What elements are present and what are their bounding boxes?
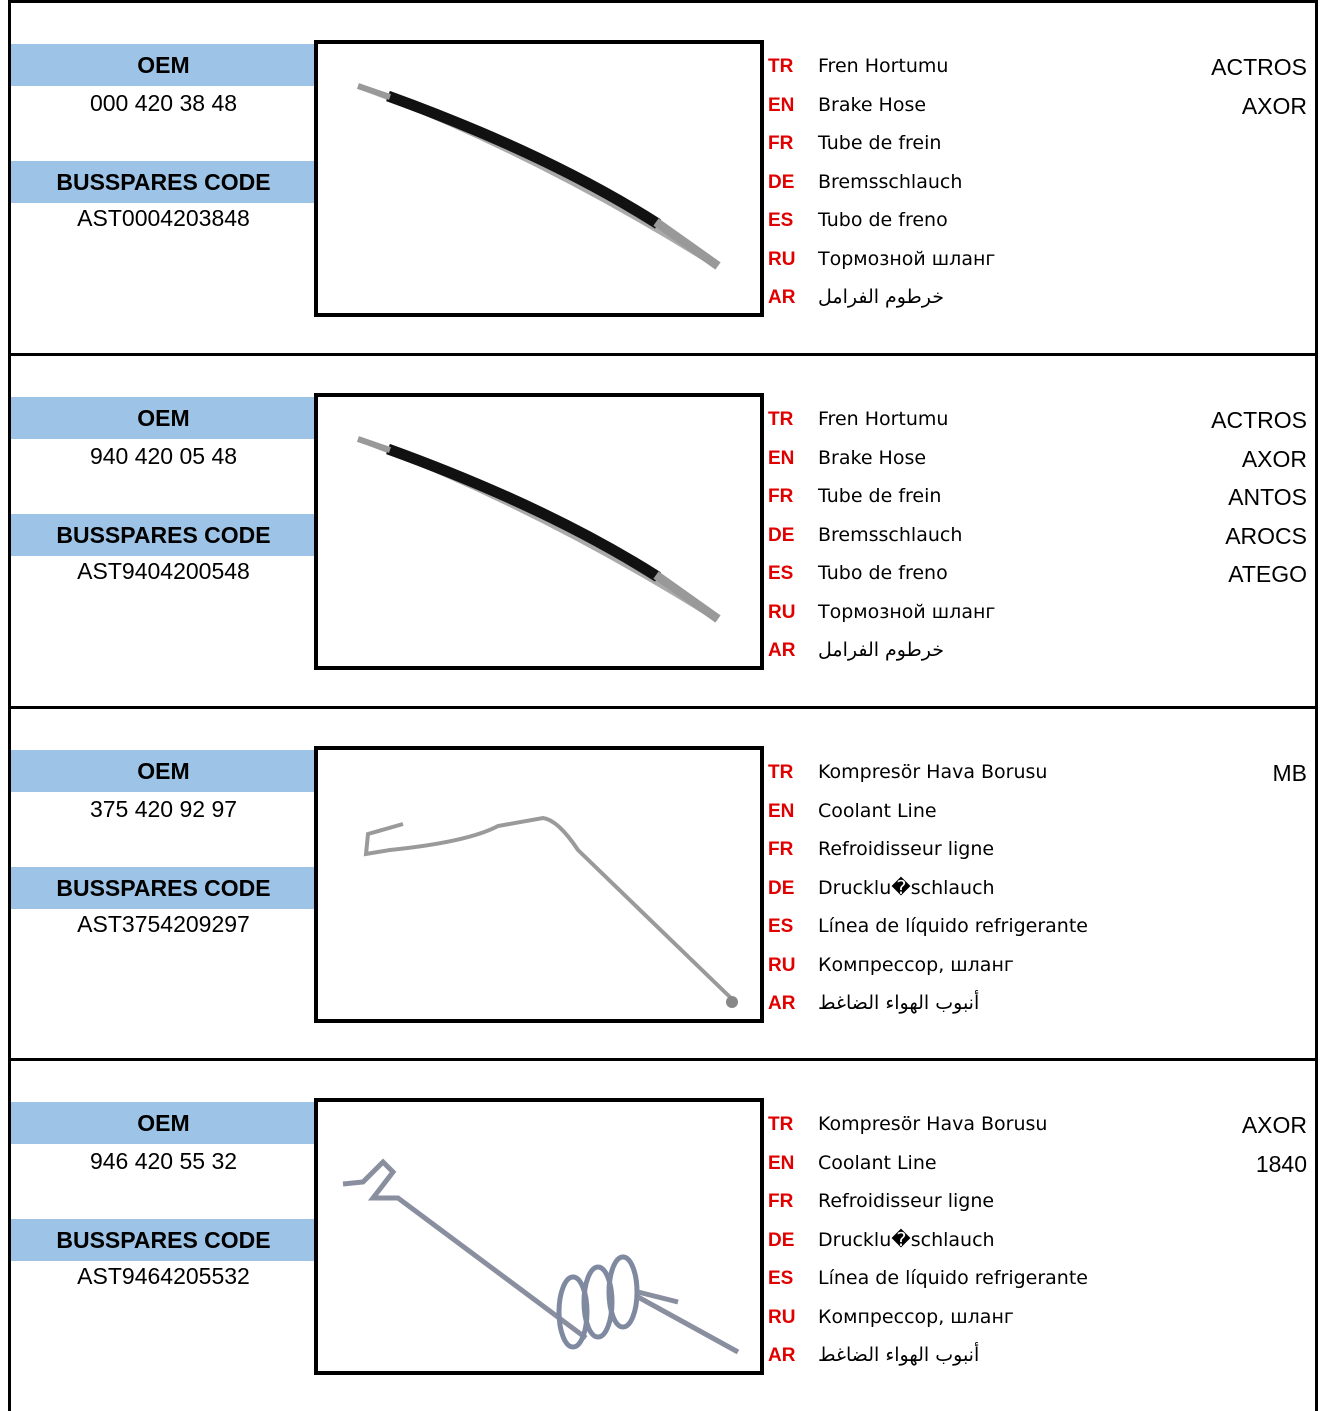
- part-image: [357, 436, 721, 623]
- part-name: Tubo de freno: [818, 209, 948, 231]
- language-code: TR: [768, 56, 794, 77]
- part-name: Тормозной шланг: [818, 600, 996, 623]
- oem-number: 375 420 92 97: [89, 796, 238, 822]
- part-name: Tube de frein: [818, 485, 942, 507]
- row-separator: [8, 1058, 1318, 1061]
- language-code: EN: [768, 1152, 795, 1174]
- oem-label: OEM: [11, 1102, 316, 1144]
- busspares-code: AST3754209297: [77, 911, 250, 937]
- language-code: TR: [768, 409, 794, 430]
- part-name: خرطوم الفرامل: [818, 286, 944, 308]
- image-frame: [314, 1098, 764, 1375]
- part-name: أنبوب الهواء الضاغط: [818, 1344, 980, 1366]
- part-name: Coolant Line: [818, 1151, 937, 1174]
- part-name: Bremsschlauch: [818, 523, 963, 546]
- model: AXOR: [1241, 1112, 1307, 1138]
- model: AXOR: [1241, 92, 1307, 119]
- language-code: AR: [768, 993, 796, 1014]
- language-code: DE: [768, 171, 795, 193]
- part-name: أنبوب الهواء الضاغط: [818, 992, 980, 1014]
- oem-number: 940 420 05 48: [89, 443, 238, 469]
- part-name: Coolant Line: [818, 799, 937, 822]
- language-code: RU: [768, 1306, 796, 1328]
- language-code: RU: [768, 954, 796, 976]
- language-code: FR: [768, 1191, 794, 1212]
- language-code: DE: [768, 877, 795, 899]
- part-image: [357, 83, 721, 270]
- language-code: AR: [768, 287, 796, 308]
- part-name: Tube de frein: [818, 132, 942, 154]
- language-code: RU: [768, 601, 796, 623]
- part-name: Refroidisseur ligne: [818, 838, 995, 860]
- oem-label: OEM: [11, 750, 316, 792]
- language-code: DE: [768, 1229, 795, 1251]
- oem-number: 000 420 38 48: [89, 90, 238, 116]
- model: MB: [1272, 760, 1308, 786]
- part-name: Tubo de freno: [818, 562, 948, 584]
- row-separator: [8, 353, 1318, 356]
- language-code: DE: [768, 524, 795, 546]
- part-name: Тормозной шланг: [818, 247, 996, 270]
- language-code: FR: [768, 486, 794, 507]
- border-right: [1315, 0, 1318, 1411]
- part-name: Компрессор, шланг: [818, 1305, 1014, 1328]
- part-name: Drucklu�schlauch: [818, 1228, 995, 1251]
- model: ATEGO: [1228, 561, 1307, 587]
- code-label: BUSSPARES CODE: [11, 161, 316, 203]
- part-name: خرطوم الفرامل: [818, 639, 944, 661]
- language-code: ES: [768, 1268, 794, 1289]
- part-image: [342, 1158, 740, 1355]
- code-label: BUSSPARES CODE: [11, 867, 316, 909]
- model: ANTOS: [1228, 484, 1307, 510]
- model: ACTROS: [1211, 54, 1307, 80]
- language-code: RU: [768, 248, 796, 270]
- image-frame: [314, 746, 764, 1023]
- language-code: FR: [768, 133, 794, 154]
- language-code: ES: [768, 563, 794, 584]
- part-name: Línea de líquido refrigerante: [818, 1267, 1088, 1289]
- part-name: Компрессор, шланг: [818, 953, 1014, 976]
- language-code: EN: [768, 800, 795, 822]
- language-code: EN: [768, 94, 795, 116]
- part-name: Línea de líquido refrigerante: [818, 915, 1088, 937]
- busspares-code: AST0004203848: [77, 205, 250, 231]
- language-code: ES: [768, 916, 794, 937]
- part-name: Refroidisseur ligne: [818, 1190, 995, 1212]
- oem-label: OEM: [11, 44, 316, 86]
- model: AROCS: [1225, 522, 1307, 549]
- image-frame: [314, 393, 764, 670]
- part-name: Fren Hortumu: [818, 55, 949, 77]
- part-name: Bremsschlauch: [818, 170, 963, 193]
- busspares-code: AST9404200548: [77, 558, 250, 584]
- part-name: Kompresör Hava Borusu: [818, 761, 1048, 783]
- part-name: Brake Hose: [818, 93, 927, 116]
- language-code: AR: [768, 640, 796, 661]
- code-label: BUSSPARES CODE: [11, 514, 316, 556]
- part-name: Drucklu�schlauch: [818, 876, 995, 899]
- language-code: FR: [768, 839, 794, 860]
- part-name: Fren Hortumu: [818, 408, 949, 430]
- part-image: [363, 815, 738, 1008]
- model: ACTROS: [1211, 407, 1307, 433]
- row-separator: [8, 706, 1318, 709]
- oem-label: OEM: [11, 397, 316, 439]
- border-left: [8, 0, 11, 1411]
- language-code: ES: [768, 210, 794, 231]
- part-name: Brake Hose: [818, 446, 927, 469]
- part-name: Kompresör Hava Borusu: [818, 1113, 1048, 1135]
- language-code: AR: [768, 1345, 796, 1366]
- model: AXOR: [1241, 445, 1307, 472]
- language-code: TR: [768, 762, 794, 783]
- busspares-code: AST9464205532: [77, 1263, 250, 1289]
- oem-number: 946 420 55 32: [89, 1148, 238, 1174]
- image-frame: [314, 40, 764, 317]
- code-label: BUSSPARES CODE: [11, 1219, 316, 1261]
- model: 1840: [1255, 1150, 1307, 1177]
- border-top: [8, 0, 1318, 3]
- language-code: EN: [768, 447, 795, 469]
- language-code: TR: [768, 1114, 794, 1135]
